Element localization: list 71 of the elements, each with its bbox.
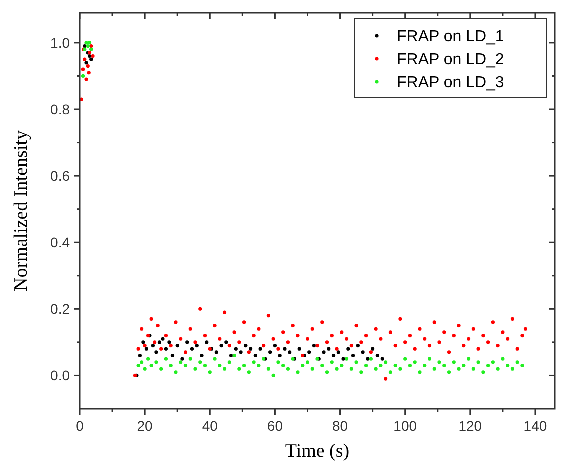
point: [154, 350, 158, 354]
legend-label: FRAP on LD_2: [397, 52, 504, 69]
point: [371, 347, 375, 351]
point: [83, 44, 87, 48]
point: [170, 354, 175, 358]
point: [288, 350, 292, 354]
point: [138, 354, 142, 358]
point: [268, 350, 272, 354]
x-tick-label: 60: [267, 418, 284, 434]
point: [161, 337, 165, 341]
point: [249, 347, 253, 351]
point: [332, 354, 336, 358]
point: [190, 347, 194, 351]
point: [220, 344, 224, 348]
point: [176, 344, 180, 348]
point: [283, 347, 287, 351]
point: [366, 357, 370, 361]
point: [84, 61, 88, 65]
y-axis-title: Normalized Intensity: [11, 130, 32, 292]
legend-label: FRAP on LD_1: [397, 28, 504, 46]
point: [214, 350, 218, 354]
point: [180, 357, 184, 361]
point: [229, 354, 234, 358]
point: [336, 350, 340, 354]
point: [88, 54, 92, 58]
point: [158, 340, 162, 344]
x-tick-label: 0: [76, 418, 84, 434]
point: [356, 344, 360, 348]
point: [278, 354, 282, 358]
point: [205, 340, 209, 344]
point: [380, 357, 384, 361]
point: [361, 350, 365, 354]
point: [351, 354, 356, 358]
point: [90, 58, 94, 62]
y-tick-label: 0.4: [50, 234, 70, 251]
point: [312, 344, 316, 348]
point: [224, 340, 228, 344]
point: [258, 347, 262, 351]
point: [151, 344, 155, 348]
y-tick-label: 0.6: [50, 168, 70, 184]
point: [168, 340, 172, 344]
y-tick-label: 0.0: [50, 368, 70, 384]
x-tick-label: 40: [202, 418, 218, 434]
point: [376, 354, 380, 358]
y-tick-label: 0.8: [50, 101, 70, 118]
x-tick-label: 20: [137, 418, 154, 434]
legend-label: FRAP on LD_3: [397, 74, 504, 92]
x-tick-label: 80: [332, 418, 348, 434]
point: [298, 347, 302, 351]
point: [186, 340, 190, 344]
point: [239, 350, 243, 354]
point: [144, 347, 148, 351]
point: [142, 340, 146, 344]
x-tick-label: 140: [524, 418, 548, 434]
point: [327, 347, 331, 351]
point: [322, 350, 326, 354]
y-tick-label: 0.2: [50, 301, 70, 318]
y-tick-label: 1.0: [50, 34, 70, 51]
x-tick-label: 120: [458, 418, 482, 434]
point: [244, 344, 248, 348]
x-axis-title: Time (s): [285, 441, 350, 462]
point: [254, 354, 258, 358]
x-tick-label: 100: [394, 418, 418, 434]
point: [308, 350, 312, 354]
point: [342, 357, 346, 361]
point: [200, 354, 204, 358]
point: [346, 347, 350, 351]
point: [164, 347, 168, 351]
point: [273, 344, 278, 348]
point: [234, 347, 238, 351]
point: [195, 344, 199, 348]
